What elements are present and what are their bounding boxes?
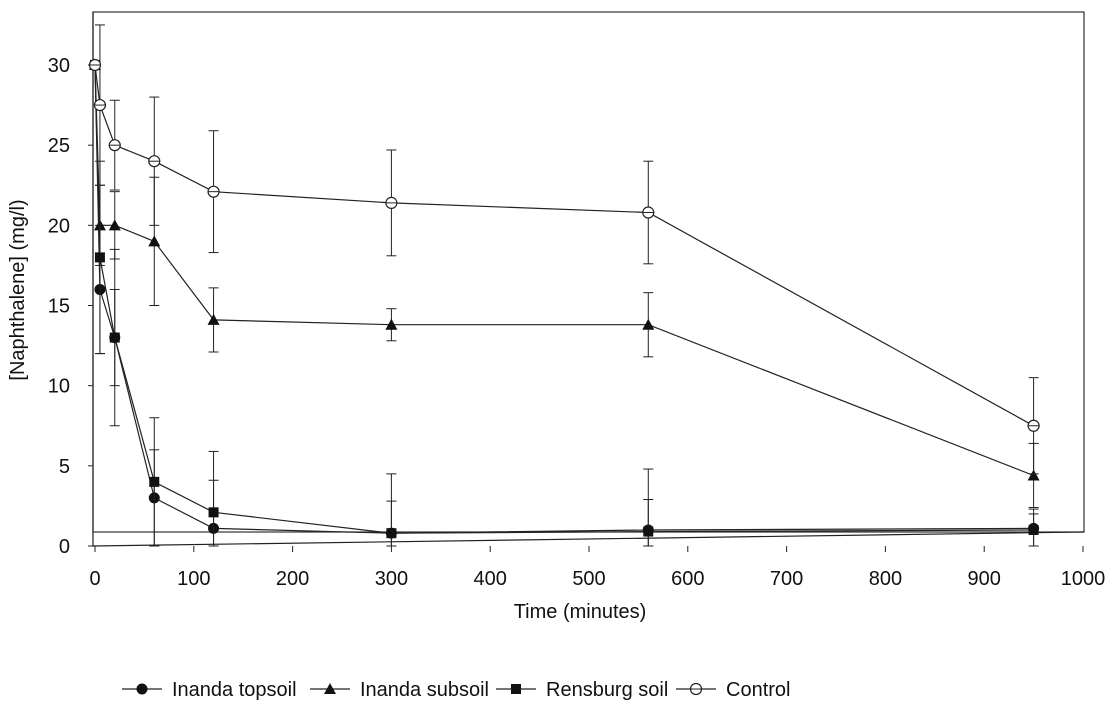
x-tick-label: 100 — [177, 568, 210, 590]
data-point — [148, 235, 161, 247]
data-point — [1028, 524, 1039, 535]
data-point — [1027, 419, 1040, 432]
series-control — [88, 24, 1040, 475]
x-tick-label: 200 — [276, 568, 309, 590]
x-axis-ticks: 0 100 200 300 400 500 600 700 800 900 1000 — [89, 546, 1105, 590]
y-tick-label: 5 — [59, 456, 70, 478]
data-point — [643, 526, 654, 537]
y-tick-label: 20 — [48, 215, 70, 237]
legend-marker — [324, 683, 336, 694]
x-tick-label: 1000 — [1061, 568, 1106, 590]
legend-item: Inanda topsoil — [122, 679, 297, 701]
data-point — [93, 98, 107, 112]
data-point — [108, 219, 121, 231]
data-point — [642, 206, 655, 219]
y-tick-label: 10 — [48, 376, 70, 398]
x-tick-label: 300 — [375, 568, 408, 590]
y-tick-label: 15 — [48, 296, 70, 318]
data-point — [385, 318, 398, 330]
plot-frame — [92, 11, 1085, 533]
legend-item: Control — [676, 679, 790, 701]
data-point — [385, 196, 398, 209]
data-point — [149, 476, 160, 487]
x-tick-label: 500 — [572, 568, 605, 590]
y-tick-label: 30 — [48, 55, 70, 77]
y-axis-ticks: 0 5 10 15 20 25 30 — [48, 55, 93, 558]
legend-label: Control — [726, 679, 790, 701]
data-point — [108, 139, 121, 152]
legend: Inanda topsoil Inanda subsoil Rensburg soi… — [122, 679, 790, 701]
series-line — [94, 64, 1034, 534]
series-line — [94, 64, 1034, 477]
y-axis-title: [Naphthalene] (mg/l) — [7, 199, 29, 380]
x-tick-label: 400 — [474, 568, 507, 590]
legend-label: Rensburg soil — [546, 679, 668, 701]
data-point — [1027, 469, 1040, 481]
data-point — [94, 252, 105, 263]
series-layer — [88, 24, 1040, 547]
data-point — [207, 313, 220, 325]
x-tick-label: 0 — [89, 568, 100, 590]
series-inanda-subsoil — [89, 59, 1040, 509]
legend-item: Inanda subsoil — [310, 679, 489, 701]
legend-marker — [511, 684, 521, 694]
data-point — [386, 528, 397, 539]
x-tick-label: 700 — [770, 568, 803, 590]
data-point — [208, 507, 219, 518]
x-tick-label: 600 — [671, 568, 704, 590]
x-axis-title: Time (minutes) — [514, 601, 647, 623]
series-inanda-topsoil — [89, 59, 1040, 547]
data-point — [88, 58, 102, 72]
legend-marker — [689, 682, 703, 696]
legend-label: Inanda topsoil — [172, 679, 297, 701]
series-line — [94, 64, 1034, 427]
data-point — [148, 155, 161, 168]
series-line — [94, 64, 1034, 534]
legend-label: Inanda subsoil — [360, 679, 489, 701]
legend-marker — [136, 683, 148, 695]
x-axis-line — [92, 531, 1085, 547]
data-point — [207, 185, 220, 198]
x-tick-label: 800 — [869, 568, 902, 590]
y-tick-label: 0 — [59, 536, 70, 558]
data-point — [642, 318, 655, 330]
data-point — [109, 332, 120, 343]
y-tick-label: 25 — [48, 135, 70, 157]
legend-item: Rensburg soil — [496, 679, 668, 701]
series-rensburg-soil — [90, 60, 1039, 547]
x-tick-label: 900 — [968, 568, 1001, 590]
